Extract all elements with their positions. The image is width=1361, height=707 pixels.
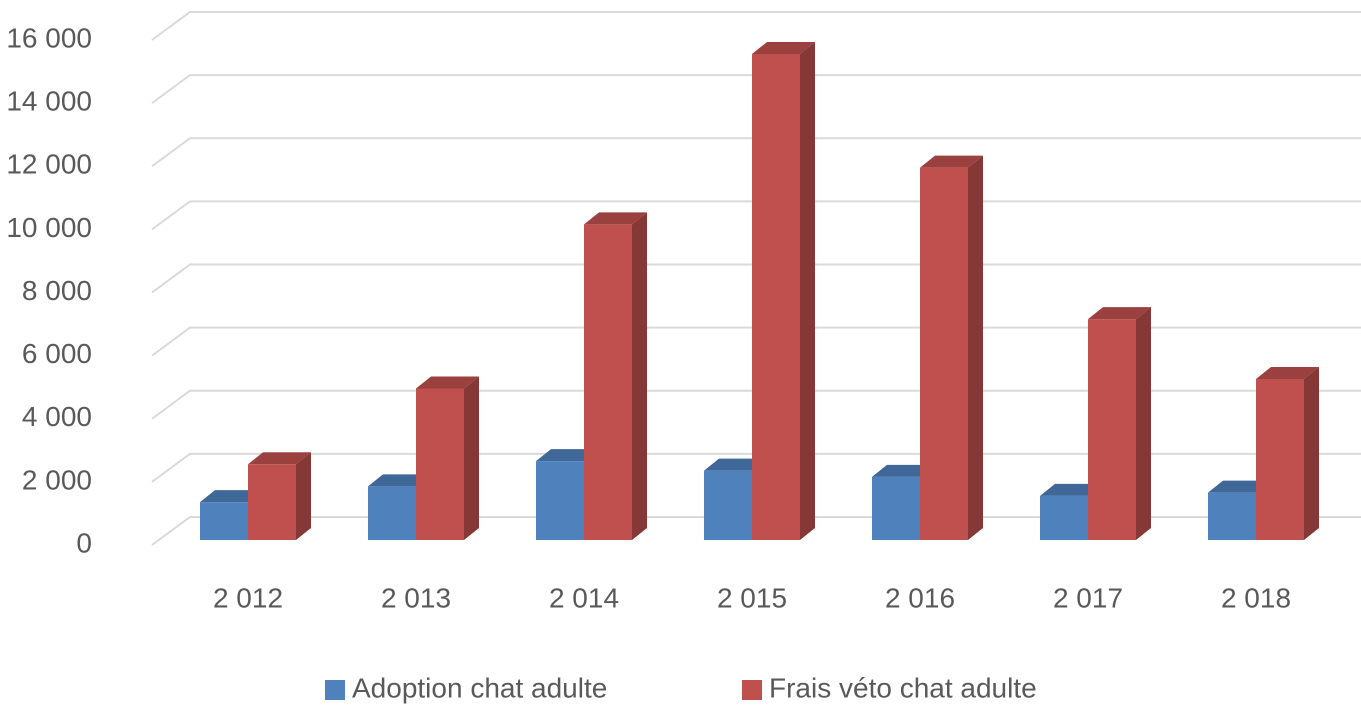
bar-top (584, 212, 647, 225)
y-tick-label: 8 000 (22, 275, 92, 306)
bar-front (872, 476, 920, 540)
bar-top (1088, 307, 1151, 320)
x-tick-label: 2 015 (717, 582, 787, 613)
bar-top (920, 155, 983, 168)
bar-side (296, 452, 311, 540)
bar-front (1040, 495, 1088, 540)
x-tick-label: 2 012 (213, 582, 283, 613)
bar (1256, 367, 1319, 540)
bar-side (632, 212, 647, 540)
x-tick-label: 2 018 (1221, 582, 1291, 613)
x-tick-label: 2 013 (381, 582, 451, 613)
bar (920, 155, 983, 540)
bar-front (368, 486, 416, 540)
x-tick-label: 2 017 (1053, 582, 1123, 613)
x-tick-label: 2 014 (549, 582, 619, 613)
bar-top (752, 41, 815, 54)
bar-side (1304, 367, 1319, 540)
y-tick-label: 10 000 (6, 212, 92, 243)
bar-top (416, 376, 479, 389)
bar-top (248, 452, 311, 465)
bar (1088, 307, 1151, 540)
bar-front (1256, 379, 1304, 540)
bar-front (1088, 319, 1136, 540)
y-tick-label: 14 000 (6, 86, 92, 117)
grid-line (151, 137, 1361, 168)
bar-front (248, 464, 296, 540)
grid-line (151, 11, 1361, 41)
bar (752, 41, 815, 540)
bar-front (536, 461, 584, 540)
y-tick-label: 6 000 (22, 338, 92, 369)
bar-top (1208, 480, 1271, 493)
bar (416, 376, 479, 540)
bar-front (920, 167, 968, 540)
bar-front (752, 53, 800, 540)
bar-front (1208, 492, 1256, 540)
y-tick-label: 16 000 (6, 22, 92, 53)
bar-side (1136, 307, 1151, 540)
bar-top (368, 474, 431, 487)
legend-label: Adoption chat adulte (352, 672, 607, 703)
bar-front (584, 224, 632, 540)
bar-top (1040, 483, 1103, 496)
y-tick-label: 4 000 (22, 401, 92, 432)
legend-label: Frais véto chat adulte (769, 672, 1037, 703)
bar (584, 212, 647, 540)
bar-front (200, 502, 248, 540)
legend-swatch (742, 680, 762, 700)
bar-top (536, 449, 599, 462)
bar-side (800, 41, 815, 540)
bar-front (704, 470, 752, 540)
y-tick-label: 2 000 (22, 464, 92, 495)
bar-side (464, 376, 479, 540)
bar-front (416, 388, 464, 540)
y-tick-label: 12 000 (6, 149, 92, 180)
x-tick-label: 2 016 (885, 582, 955, 613)
legend-swatch (325, 680, 345, 700)
bar-top (872, 464, 935, 477)
bar-top (1256, 367, 1319, 380)
y-tick-label: 0 (76, 527, 92, 558)
grid-line (151, 74, 1361, 104)
bar-side (968, 155, 983, 540)
bar-top (704, 458, 767, 471)
bar-top (200, 490, 263, 503)
bar (248, 452, 311, 540)
